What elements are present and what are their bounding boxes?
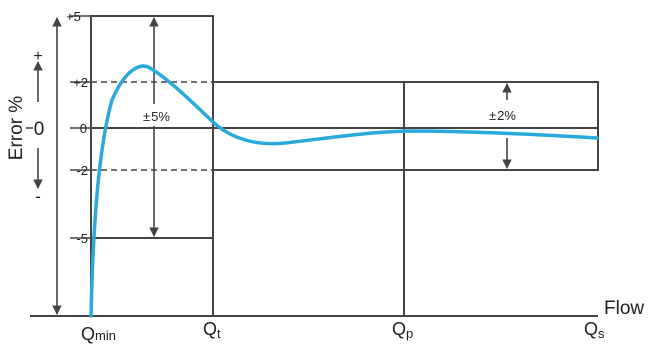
upper-flow-zone-frame bbox=[212, 81, 599, 171]
tick-label-m5: -5 bbox=[76, 231, 88, 246]
lower-zone-label-bg bbox=[140, 104, 182, 126]
zero-label: 0 bbox=[34, 119, 45, 140]
error-curve bbox=[89, 64, 599, 318]
tick-label-m2: -2 bbox=[76, 163, 88, 178]
lower-flow-zone-frame bbox=[90, 15, 214, 317]
tick-label-p5: +5 bbox=[66, 9, 81, 24]
upper-zone-label-bg bbox=[483, 104, 535, 126]
q-p-label: Qp bbox=[392, 319, 413, 341]
q-t-label: Qt bbox=[203, 319, 221, 341]
tick-label-zero: 0 bbox=[80, 121, 87, 136]
x-axis-title: Flow bbox=[604, 298, 644, 319]
upper-zone-label: ±2% bbox=[489, 108, 516, 123]
plus-sign: + bbox=[33, 48, 42, 65]
lower-zone-label: ±5% bbox=[143, 109, 170, 124]
q-s-label: Qs bbox=[584, 319, 605, 341]
tick-label-p2: +2 bbox=[73, 75, 88, 90]
minus-sign: - bbox=[35, 187, 41, 206]
q-min-label: Qmin bbox=[81, 324, 116, 344]
y-axis-title: Error % bbox=[6, 96, 27, 161]
